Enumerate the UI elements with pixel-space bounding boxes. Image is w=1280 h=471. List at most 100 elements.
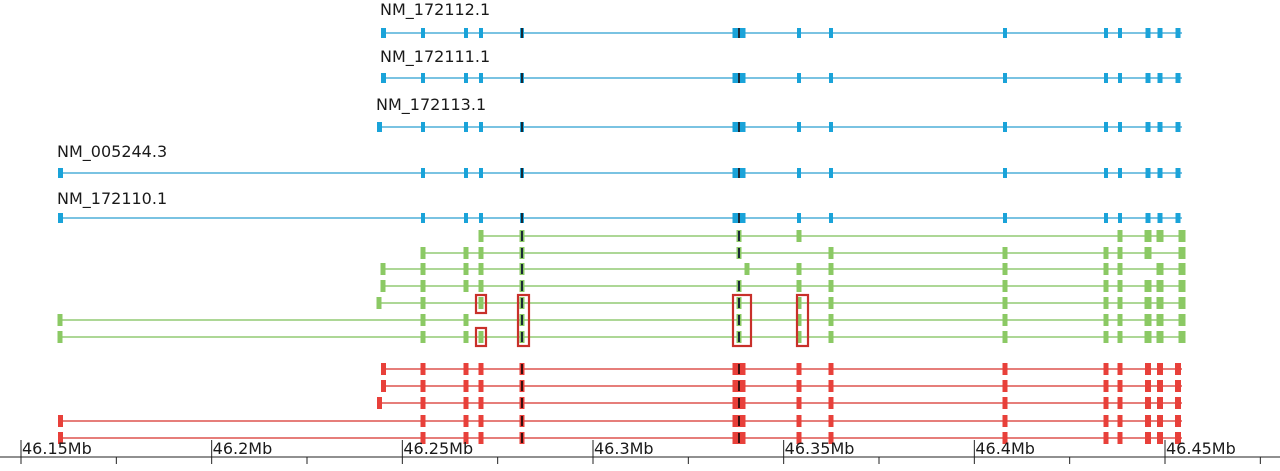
exon <box>1117 230 1123 242</box>
exon <box>1175 168 1181 178</box>
exon <box>796 415 802 427</box>
exon <box>1003 168 1007 178</box>
exon <box>464 28 468 38</box>
exon <box>1003 122 1007 132</box>
exon <box>420 297 426 309</box>
red-transcript[interactable] <box>58 432 1182 444</box>
exon <box>740 213 746 223</box>
green-transcript[interactable] <box>376 297 1186 309</box>
tick-label: 46.4Mb <box>975 439 1035 458</box>
exon <box>1117 297 1123 309</box>
exon-marker <box>738 168 740 178</box>
tick-label: 46.15Mb <box>22 439 92 458</box>
exon <box>1117 247 1123 259</box>
exon <box>1002 331 1008 343</box>
green-transcript[interactable] <box>380 263 1186 275</box>
exon <box>796 297 802 309</box>
exon <box>479 28 483 38</box>
exon-marker <box>521 213 523 223</box>
exon-marker <box>738 122 740 132</box>
exon <box>796 230 802 242</box>
exon <box>1145 213 1151 223</box>
exon <box>829 168 833 178</box>
exon <box>1178 331 1186 343</box>
exon <box>420 331 426 343</box>
exon <box>797 28 801 38</box>
green-transcript[interactable] <box>478 230 1186 242</box>
exon <box>1103 280 1109 292</box>
exon <box>1104 73 1108 83</box>
exon <box>828 263 834 275</box>
exon <box>479 168 483 178</box>
exon <box>1117 363 1123 375</box>
exon <box>420 432 426 444</box>
tick-label: 46.35Mb <box>785 439 855 458</box>
green-transcript[interactable] <box>57 314 1186 326</box>
exon <box>420 363 426 375</box>
red-transcript[interactable] <box>381 380 1182 392</box>
exon <box>380 280 386 292</box>
exon <box>1157 397 1163 409</box>
exon <box>463 331 469 343</box>
exon <box>1003 213 1007 223</box>
exon <box>58 415 63 427</box>
exon-marker <box>521 364 523 374</box>
exon <box>740 122 746 132</box>
highlight-box <box>516 293 531 348</box>
exon <box>828 397 834 409</box>
exon <box>420 397 426 409</box>
reference-transcripts: NM_172112.1 NM_172111.1 NM_172113.1 NM_0052… <box>57 0 1182 223</box>
exon <box>1157 363 1163 375</box>
exon <box>381 28 386 38</box>
exon <box>1103 380 1109 392</box>
exon <box>1144 314 1152 326</box>
green-transcript[interactable] <box>57 331 1186 343</box>
exon <box>377 397 382 409</box>
exon <box>421 213 425 223</box>
exon <box>796 432 802 444</box>
exon <box>1175 432 1181 444</box>
exon <box>1175 122 1181 132</box>
exon <box>828 297 834 309</box>
exon <box>1117 415 1123 427</box>
tick-label: 46.3Mb <box>594 439 654 458</box>
exon <box>1117 331 1123 343</box>
exon <box>463 415 469 427</box>
exon <box>740 73 746 83</box>
transcript-label: NM_172110.1 <box>57 189 167 209</box>
reference-transcript[interactable]: NM_172111.1 <box>380 47 1182 83</box>
exon <box>1145 28 1151 38</box>
exon <box>828 314 834 326</box>
reference-transcript[interactable]: NM_172112.1 <box>380 0 1182 38</box>
reference-transcript[interactable]: NM_172110.1 <box>57 189 1182 223</box>
exon <box>1178 314 1186 326</box>
red-transcript[interactable] <box>58 415 1182 427</box>
green-transcript[interactable] <box>380 280 1186 292</box>
exon <box>57 331 63 343</box>
reference-transcript[interactable]: NM_005244.3 <box>57 142 1182 178</box>
reference-transcript[interactable]: NM_172113.1 <box>376 95 1182 132</box>
exon <box>740 397 746 409</box>
exon <box>796 331 802 343</box>
exon <box>1157 432 1163 444</box>
exon <box>1145 168 1151 178</box>
exon <box>1117 263 1123 275</box>
exon <box>1103 331 1109 343</box>
exon <box>732 28 738 38</box>
exon-marker <box>738 332 740 342</box>
exon <box>797 122 801 132</box>
red-transcript[interactable] <box>377 397 1182 409</box>
exon-marker <box>738 381 740 391</box>
exon <box>1175 213 1181 223</box>
exon <box>381 363 386 375</box>
green-transcript[interactable] <box>420 247 1186 259</box>
exon <box>58 168 63 178</box>
exon <box>1178 297 1186 309</box>
exon <box>829 213 833 223</box>
exon <box>1103 314 1109 326</box>
exon <box>1104 213 1108 223</box>
exon <box>740 168 746 178</box>
exon <box>1103 297 1109 309</box>
exon <box>1118 213 1122 223</box>
red-transcript[interactable] <box>381 363 1182 375</box>
